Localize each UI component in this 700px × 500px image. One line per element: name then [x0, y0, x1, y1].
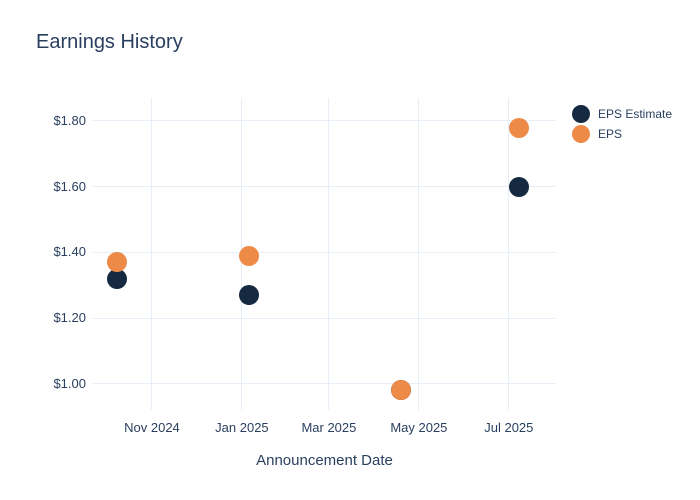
x-tick-label: Mar 2025 [301, 420, 357, 435]
legend-item-eps-estimate[interactable]: EPS Estimate [572, 104, 672, 124]
y-gridline [93, 251, 556, 253]
eps-legend-marker-icon [572, 125, 590, 143]
y-tick-label: $1.00 [53, 375, 86, 391]
legend-item-eps[interactable]: EPS [572, 124, 672, 144]
eps-estimate-point[interactable] [239, 285, 260, 306]
chart-title: Earnings History [36, 31, 183, 53]
y-gridline [93, 120, 556, 122]
y-gridline [93, 317, 556, 319]
y-tick-label: $1.20 [53, 310, 86, 326]
legend-label-eps-estimate: EPS Estimate [598, 107, 673, 121]
eps-estimate-legend-marker-icon [572, 105, 590, 123]
eps-estimate-point[interactable] [509, 176, 530, 197]
legend-label-eps: EPS [598, 127, 623, 141]
x-axis-title: Announcement Date [256, 452, 393, 469]
eps-point[interactable] [391, 380, 412, 401]
eps-point[interactable] [509, 117, 530, 138]
legend: EPS Estimate EPS [572, 104, 672, 144]
y-gridline [93, 186, 556, 188]
y-tick-label: $1.40 [53, 244, 86, 260]
eps-point[interactable] [106, 252, 127, 273]
x-tick-label: Jan 2025 [215, 420, 269, 435]
x-tick-label: May 2025 [390, 420, 448, 435]
eps-point[interactable] [239, 245, 260, 266]
y-tick-label: $1.60 [53, 178, 86, 194]
eps-estimate-point[interactable] [106, 268, 127, 289]
x-gridline [328, 98, 330, 410]
x-tick-label: Jul 2025 [484, 420, 534, 435]
y-gridline [93, 383, 556, 385]
x-tick-label: Nov 2024 [124, 420, 180, 435]
y-tick-label: $1.80 [53, 112, 86, 128]
x-gridline [508, 98, 510, 410]
x-gridline [151, 98, 153, 410]
x-gridline [418, 98, 420, 410]
